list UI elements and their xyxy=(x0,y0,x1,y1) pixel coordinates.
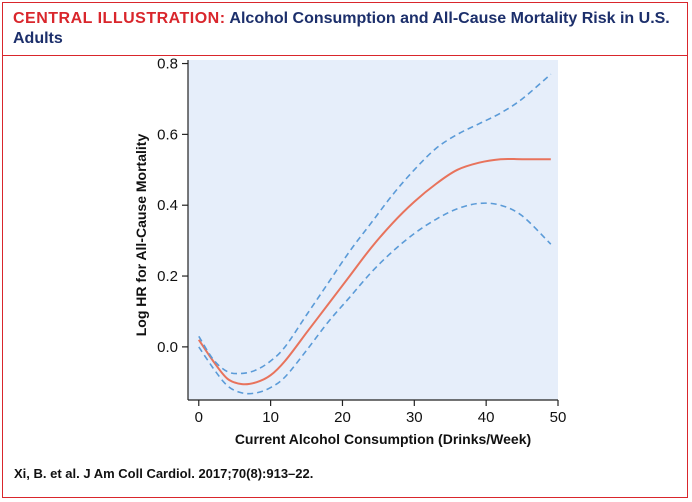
y-tick-label: 0.0 xyxy=(157,339,178,356)
header: CENTRAL ILLUSTRATION: Alcohol Consumptio… xyxy=(13,9,683,49)
upper-ci-line xyxy=(198,73,552,375)
series-layer xyxy=(197,73,552,395)
lower-ci-line xyxy=(198,202,552,395)
x-tick-label: 30 xyxy=(406,409,423,426)
x-ticks: 0 10 20 30 40 50 xyxy=(195,400,567,426)
citation: Xi, B. et al. J Am Coll Cardiol. 2017;70… xyxy=(14,466,314,481)
y-tick-label: 0.2 xyxy=(157,268,178,285)
y-tick-label: 0.6 xyxy=(157,126,178,143)
x-tick-label: 10 xyxy=(262,409,279,426)
x-tick-label: 0 xyxy=(195,409,203,426)
plot-background xyxy=(188,60,558,400)
x-axis-title: Current Alcohol Consumption (Drinks/Week… xyxy=(235,431,531,447)
x-tick-label: 40 xyxy=(478,409,495,426)
estimate-line xyxy=(197,157,551,386)
y-tick-label: 0.4 xyxy=(157,197,178,214)
header-divider xyxy=(3,55,687,56)
y-axis-title: Log HR for All-Cause Mortality xyxy=(133,134,149,337)
header-label: CENTRAL ILLUSTRATION: xyxy=(13,10,226,27)
y-ticks: 0.0 0.2 0.4 0.6 0.8 xyxy=(157,56,188,356)
x-tick-label: 50 xyxy=(550,409,567,426)
y-tick-label: 0.8 xyxy=(157,56,178,73)
x-tick-label: 20 xyxy=(334,409,351,426)
header-title: Alcohol Consumption and All-Cause Mortal… xyxy=(13,10,670,47)
